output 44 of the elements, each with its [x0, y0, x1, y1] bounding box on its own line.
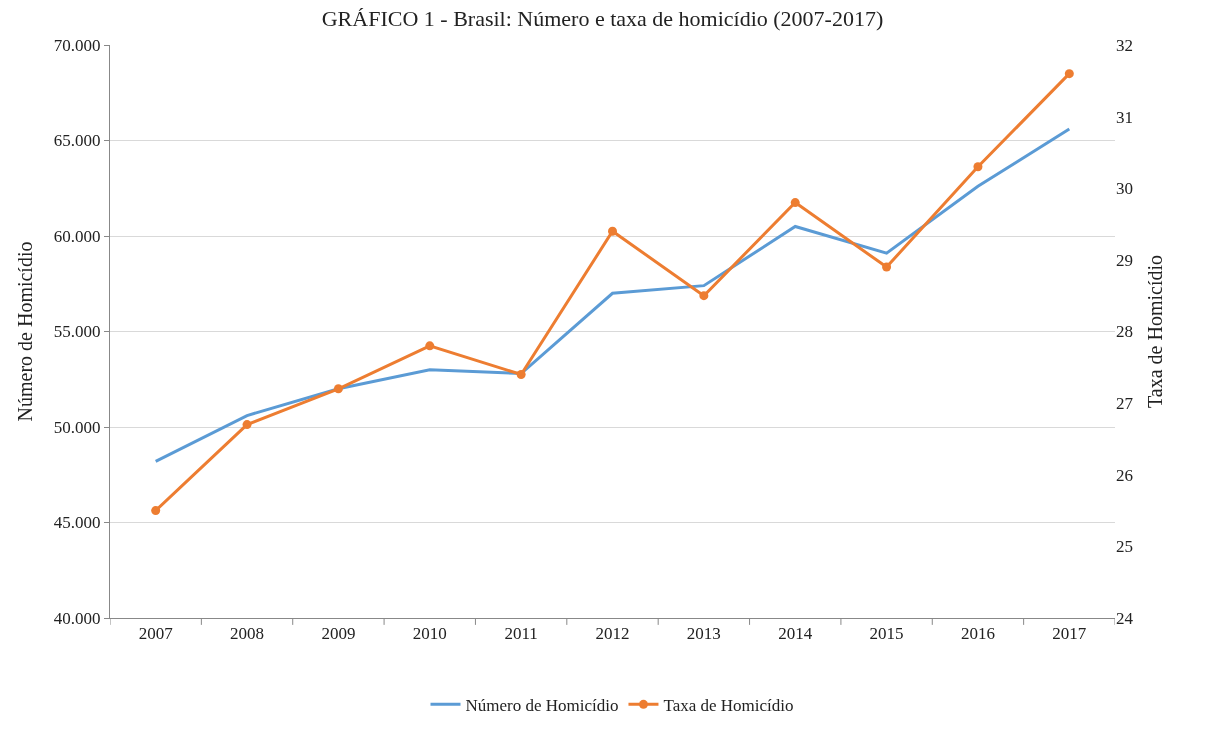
- point: [882, 262, 892, 272]
- x-tick-label: 2015: [869, 624, 904, 644]
- line-series: [154, 127, 1071, 463]
- x-tick-label: 2008: [230, 624, 265, 644]
- y2-tick-label: 27: [1116, 394, 1134, 414]
- y-tick-label: 50.000: [53, 417, 101, 437]
- y2-tick-label: 31: [1116, 107, 1133, 127]
- x-tick-label: 2007: [138, 624, 174, 644]
- x-tick-label: 2012: [595, 624, 630, 644]
- point: [333, 384, 343, 394]
- y2-axis-title: Taxa de Homicídio: [1144, 255, 1166, 408]
- point: [699, 291, 709, 301]
- y-tick-label: 65.000: [53, 131, 101, 151]
- y2-tick-label: 26: [1116, 465, 1133, 485]
- y-axis-title: Número de Homicídio: [14, 241, 37, 422]
- legend-label: Número de Homicídio: [465, 695, 619, 715]
- x-tick-label: 2014: [778, 624, 813, 644]
- point: [608, 226, 617, 236]
- y-tick-label: 40.000: [53, 608, 101, 628]
- point: [516, 369, 526, 379]
- y2-tick-label: 30: [1116, 179, 1133, 199]
- point: [425, 341, 435, 351]
- point: [242, 420, 252, 430]
- x-tick-label: 2011: [504, 624, 538, 644]
- y2-tick-label: 24: [1116, 608, 1134, 628]
- point: [1064, 69, 1074, 79]
- point: [151, 506, 161, 516]
- x-tick-label: 2010: [412, 624, 447, 644]
- y2-tick-label: 28: [1116, 322, 1133, 342]
- x-tick-label: 2013: [686, 624, 721, 644]
- y-tick-label: 55.000: [53, 322, 101, 342]
- x-tick-label: 2017: [1052, 624, 1087, 644]
- y-tick-label: 45.000: [53, 513, 101, 533]
- x-tick-label: 2009: [321, 624, 356, 644]
- y2-tick-label: 29: [1116, 250, 1133, 270]
- y2-tick-label: 25: [1116, 537, 1133, 557]
- y-tick-label: 60.000: [53, 226, 101, 246]
- y-tick-label: 70.000: [53, 35, 101, 55]
- y2-tick-label: 32: [1116, 35, 1133, 55]
- legend-label: Taxa de Homicídio: [663, 695, 794, 715]
- point: [973, 162, 983, 172]
- x-tick-label: 2016: [960, 624, 995, 644]
- point: [790, 198, 800, 208]
- chart-title: GRÁFICO 1 - Brasil: Número e taxa de homicídio (2007-2017): [321, 6, 884, 32]
